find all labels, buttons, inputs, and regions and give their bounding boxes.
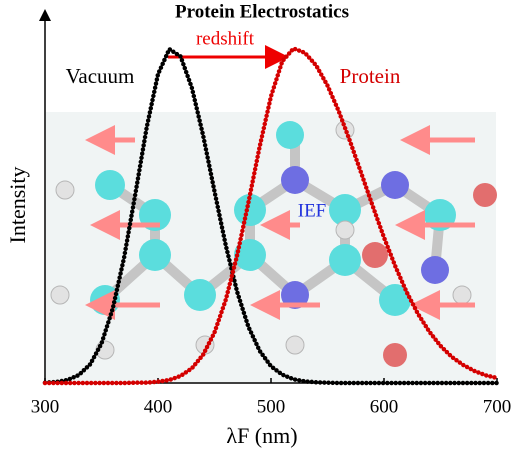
legend-label: Protein xyxy=(340,64,401,88)
x-tick-label: 300 xyxy=(31,396,60,417)
x-axis-label: λF (nm) xyxy=(226,423,297,448)
x-tick-label: 500 xyxy=(257,396,286,417)
x-tick-label: 700 xyxy=(483,396,512,417)
redshift-label: redshift xyxy=(196,28,255,49)
y-axis-label: Intensity xyxy=(5,167,30,244)
ief-label: IEF xyxy=(298,200,327,221)
x-tick-label: 400 xyxy=(144,396,173,417)
chart-title: Protein Electrostatics xyxy=(175,1,349,22)
series-line xyxy=(42,45,500,386)
series-line xyxy=(42,45,500,386)
legend-label: Vacuum xyxy=(66,64,135,88)
molecule-background xyxy=(46,112,497,382)
x-tick-label: 600 xyxy=(370,396,399,417)
